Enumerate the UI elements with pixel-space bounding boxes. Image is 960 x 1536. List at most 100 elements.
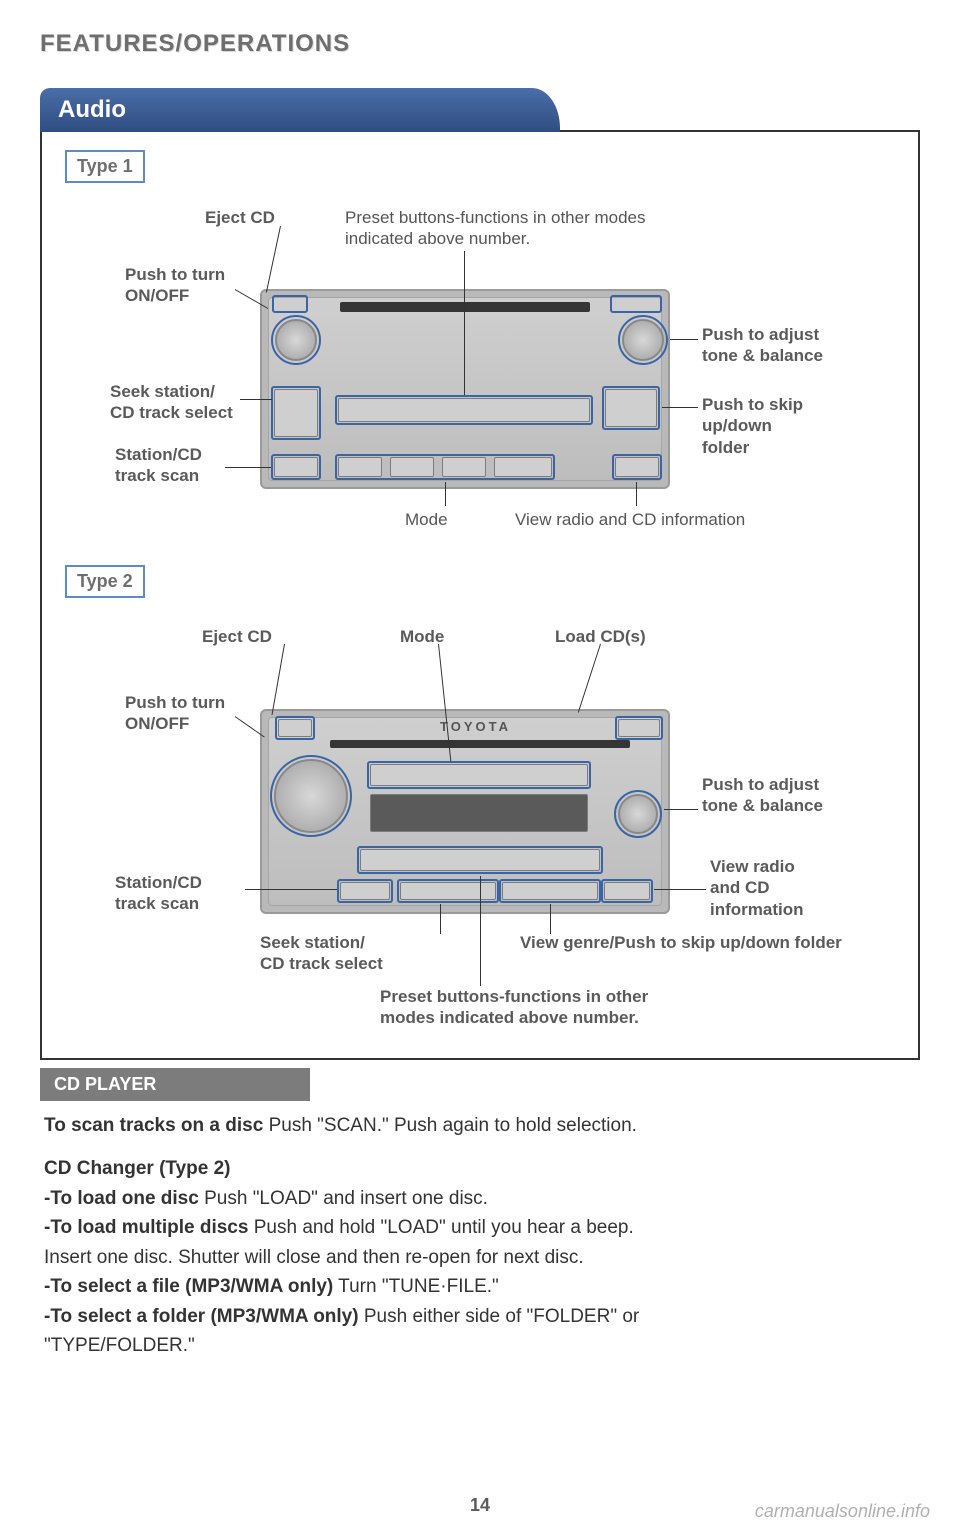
ldr [225,467,271,468]
co2-presets: Preset buttons-functions in other modes … [380,986,648,1029]
page-number: 14 [470,1495,490,1516]
hl2-text [601,879,653,903]
hl2-scan [337,879,393,903]
t: modes indicated above number. [380,1008,639,1027]
co-mode: Mode [405,509,448,530]
t: -To select a file (MP3/WMA only) [44,1276,333,1297]
ldr [664,809,698,810]
co2-seek: Seek station/ CD track select [260,932,383,975]
t: Push "SCAN." Push again to hold selectio… [263,1115,637,1136]
ldr [480,876,481,986]
cd-player-heading: CD PLAYER [40,1068,310,1101]
t: Seek station/ [260,933,365,952]
hl-tone [618,315,668,365]
hl2-type [499,879,601,903]
hl-text [612,454,662,480]
t: track scan [115,466,199,485]
t: tone & balance [702,796,823,815]
ldr [245,889,337,890]
hl-folder [602,386,660,430]
hl-presets [335,395,593,425]
t: Push to adjust [702,325,819,344]
t: tone & balance [702,346,823,365]
ldr [445,482,446,506]
t: Preset buttons-functions in other [380,987,648,1006]
co-seek: Seek station/ CD track select [110,381,233,424]
ldr [266,226,281,293]
block-changer: CD Changer (Type 2) -To load one disc Pu… [44,1154,916,1360]
type2-diagram: TOYOTA [70,604,890,1034]
type1-diagram: Eject CD Preset buttons-functions in oth… [70,189,890,549]
t: track scan [115,894,199,913]
t: up/down [702,416,772,435]
hl2-load [615,716,663,740]
t: CD Changer (Type 2) [44,1158,231,1179]
hl-modes [335,454,555,480]
co-tone: Push to adjust tone & balance [702,324,823,367]
ldr [670,339,698,340]
hl2-eject [275,716,315,740]
t: folder [702,438,749,457]
t: Push "LOAD" and insert one disc. [199,1188,488,1209]
t: Turn "TUNE·FILE." [333,1276,499,1297]
hl2-knobR [614,790,662,838]
t: Insert one disc. Shutter will close and … [44,1247,584,1268]
co2-genre: View genre/Push to skip up/down folder [520,932,842,953]
t: Push either side of "FOLDER" or [359,1306,640,1327]
watermark: carmanualsonline.info [755,1501,930,1522]
t: ON/OFF [125,714,189,733]
co2-load: Load CD(s) [555,626,646,647]
t: Push to skip [702,395,803,414]
t: ON/OFF [125,286,189,305]
type1-label: Type 1 [65,150,145,183]
ldr [654,889,706,890]
co-eject: Eject CD [205,207,275,228]
t: "TYPE/FOLDER." [44,1335,195,1356]
t: -To select a folder (MP3/WMA only) [44,1306,359,1327]
co-presets: Preset buttons-functions in other modes … [345,207,655,250]
ldr [550,904,551,934]
cd-slot [340,302,590,312]
figure-box: Type 1 [40,130,920,1060]
hl2-knobL [270,755,352,837]
co2-mode: Mode [400,626,444,647]
t: Seek station/ [110,382,215,401]
co2-tone: Push to adjust tone & balance [702,774,823,817]
hl2-presets [357,846,603,874]
t: Push to turn [125,265,225,284]
t: To scan tracks on a disc [44,1115,263,1136]
hl-tune [610,295,662,313]
t: View radio [710,857,795,876]
ldr [662,407,698,408]
co-folder: Push to skip up/down folder [702,394,803,458]
ldr [464,251,465,395]
ldr [240,399,272,400]
t: CD track select [260,954,383,973]
t: Push to adjust [702,775,819,794]
hl-onoff [271,315,321,365]
hl-scan [271,454,321,480]
co2-onoff: Push to turn ON/OFF [125,692,225,735]
cd-slot2 [330,740,630,748]
hl2-seek [397,879,499,903]
ldr [440,904,441,934]
t: CD track select [110,403,233,422]
co2-viewradio: View radio and CD information [710,856,804,920]
t: -To load multiple discs [44,1217,248,1238]
t: Push to turn [125,693,225,712]
t: information [710,900,804,919]
co2-scan: Station/CD track scan [115,872,202,915]
page-heading: FEATURES/OPERATIONS [40,30,920,58]
hl2-modes [367,761,591,789]
t: and CD [710,878,770,897]
t: -To load one disc [44,1188,199,1209]
type2-label: Type 2 [65,565,145,598]
t: Station/CD [115,445,202,464]
ldr [272,644,285,715]
co2-eject: Eject CD [202,626,272,647]
hl-eject [272,295,308,313]
toyota-badge: TOYOTA [440,719,511,734]
hl-seek [271,386,321,440]
co-scan: Station/CD track scan [115,444,202,487]
co-view: View radio and CD information [515,509,745,530]
